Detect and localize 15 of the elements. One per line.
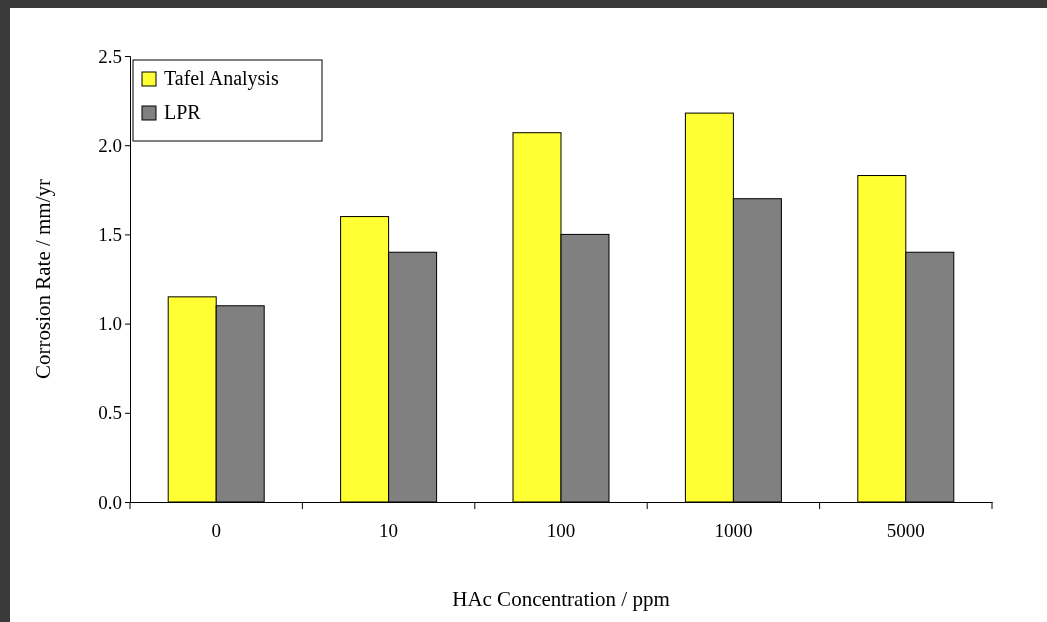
y-tick-label: 0.0 [98, 491, 122, 513]
x-tick-label: 1000 [714, 520, 753, 542]
y-tick-label: 1.5 [98, 223, 122, 245]
y-axis-title: Corrosion Rate / mm/yr [31, 178, 55, 380]
x-axis-title: HAc Concentration / ppm [452, 587, 670, 611]
y-tick-label: 2.5 [98, 45, 122, 67]
x-tick-label: 0 [211, 520, 221, 542]
x-tick-label: 10 [379, 520, 399, 542]
y-tick-label: 0.5 [98, 402, 122, 424]
x-tick-label: 100 [546, 520, 576, 542]
legend-label: LPR [164, 101, 202, 123]
y-tick-label: 2.0 [98, 134, 122, 156]
y-tick-label: 1.0 [98, 313, 122, 335]
x-tick-label: 5000 [886, 520, 925, 542]
legend-label: Tafel Analysis [164, 67, 279, 90]
